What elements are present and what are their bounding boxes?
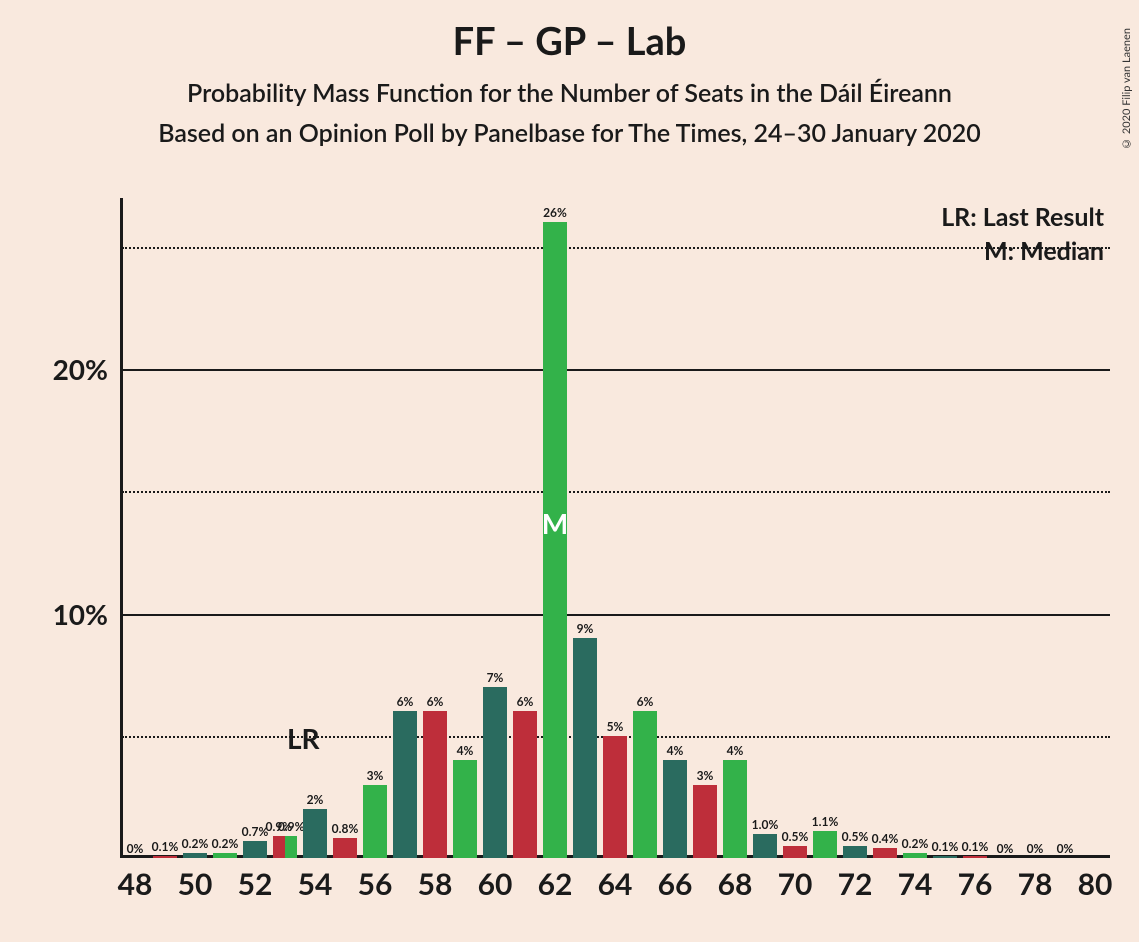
bar: 0.2% — [903, 853, 928, 858]
bar-value-label: 0% — [127, 841, 144, 856]
bar-value-label: 6% — [637, 694, 654, 709]
bar: 3% — [693, 785, 718, 858]
bar-value-label: 6% — [397, 694, 414, 709]
x-tick-label: 60 — [478, 866, 513, 902]
y-axis — [120, 198, 123, 858]
major-gridline — [122, 369, 1110, 371]
bar: 1.0% — [753, 834, 778, 858]
x-tick-label: 56 — [358, 866, 393, 902]
bar-value-label: 3% — [697, 768, 714, 783]
bar: 3% — [363, 785, 388, 858]
bar-value-label: 6% — [517, 694, 534, 709]
bar-value-label: 1.0% — [752, 817, 779, 832]
chart-title: FF – GP – Lab — [0, 18, 1139, 64]
x-tick-label: 76 — [958, 866, 993, 902]
bar-value-label: 0.4% — [872, 831, 899, 846]
bar-value-label: 0.8% — [332, 821, 359, 836]
bar-value-label: 4% — [727, 743, 744, 758]
bar: 0.7% — [243, 841, 268, 858]
bar-value-label: 0% — [1057, 841, 1074, 856]
x-tick-label: 66 — [658, 866, 693, 902]
bar-value-label: 0.2% — [902, 836, 929, 851]
bar: 4% — [453, 760, 478, 858]
median-annotation: M — [542, 506, 568, 540]
bar: 0.2% — [213, 853, 238, 858]
bar: 0.5% — [843, 846, 868, 858]
bar: 0.4% — [873, 848, 898, 858]
bar-value-label: 0% — [997, 841, 1014, 856]
bar: 5% — [603, 736, 628, 858]
minor-gridline — [122, 491, 1110, 493]
x-tick-label: 68 — [718, 866, 753, 902]
bar: 0.2% — [183, 853, 208, 858]
x-tick-label: 64 — [598, 866, 633, 902]
x-tick-label: 58 — [418, 866, 453, 902]
bar: 7% — [483, 687, 508, 858]
bar: 1.1% — [813, 831, 838, 858]
copyright-text: © 2020 Filip van Laenen — [1120, 28, 1133, 150]
y-tick-label: 20% — [53, 352, 108, 386]
bar-value-label: 0.9% — [278, 819, 305, 834]
bar-value-label: 26% — [543, 205, 567, 220]
bar-value-label: 0% — [1027, 841, 1044, 856]
bar-value-label: 6% — [427, 694, 444, 709]
x-tick-label: 70 — [778, 866, 813, 902]
major-gridline — [122, 614, 1110, 616]
x-tick-label: 74 — [898, 866, 933, 902]
bar-value-label: 0.1% — [962, 839, 989, 854]
bar-value-label: 3% — [367, 768, 384, 783]
x-tick-label: 50 — [178, 866, 213, 902]
x-tick-label: 72 — [838, 866, 873, 902]
chart-subtitle-1: Probability Mass Function for the Number… — [0, 78, 1139, 108]
legend-lr: LR: Last Result — [941, 202, 1104, 232]
x-tick-label: 54 — [298, 866, 333, 902]
bar-value-label: 2% — [307, 792, 324, 807]
x-tick-label: 52 — [238, 866, 273, 902]
last-result-annotation: LR — [287, 721, 320, 755]
legend-m: M: Median — [984, 236, 1104, 266]
bar: 0.5% — [783, 846, 808, 858]
bar-value-label: 1.1% — [812, 814, 839, 829]
bar-value-label: 9% — [577, 621, 594, 636]
bar-value-label: 0.1% — [152, 839, 179, 854]
bar: 9% — [573, 638, 598, 858]
x-tick-label: 48 — [118, 866, 153, 902]
x-tick-label: 80 — [1078, 866, 1113, 902]
chart-plot-area: 10%20%4850525456586062646668707274767880… — [120, 198, 1110, 858]
bar-value-label: 0.5% — [782, 829, 809, 844]
bar: 0.8% — [333, 838, 358, 858]
bar: 6% — [423, 711, 448, 858]
y-tick-label: 10% — [53, 597, 108, 631]
bar: 0.1% — [963, 856, 988, 858]
bar-value-label: 4% — [667, 743, 684, 758]
x-tick-label: 62 — [538, 866, 573, 902]
bar-value-label: 7% — [487, 670, 504, 685]
bar: 4% — [723, 760, 748, 858]
bar: 6% — [633, 711, 658, 858]
bar-value-label: 0.7% — [242, 824, 269, 839]
bar: 0.1% — [933, 856, 958, 858]
bar: 0.9% — [273, 836, 285, 858]
bar-value-label: 4% — [457, 743, 474, 758]
chart-subtitle-2: Based on an Opinion Poll by Panelbase fo… — [0, 118, 1139, 148]
bar: 0.1% — [153, 856, 178, 858]
x-tick-label: 78 — [1018, 866, 1053, 902]
bar: 6% — [393, 711, 418, 858]
bar: 4% — [663, 760, 688, 858]
bar-value-label: 5% — [607, 719, 624, 734]
bar-value-label: 0.2% — [182, 836, 209, 851]
minor-gridline — [122, 247, 1110, 249]
bar-value-label: 0.2% — [212, 836, 239, 851]
bar: 2% — [303, 809, 328, 858]
bar: 6% — [513, 711, 538, 858]
bar: 0.9% — [285, 836, 297, 858]
bar-value-label: 0.1% — [932, 839, 959, 854]
bar-value-label: 0.5% — [842, 829, 869, 844]
